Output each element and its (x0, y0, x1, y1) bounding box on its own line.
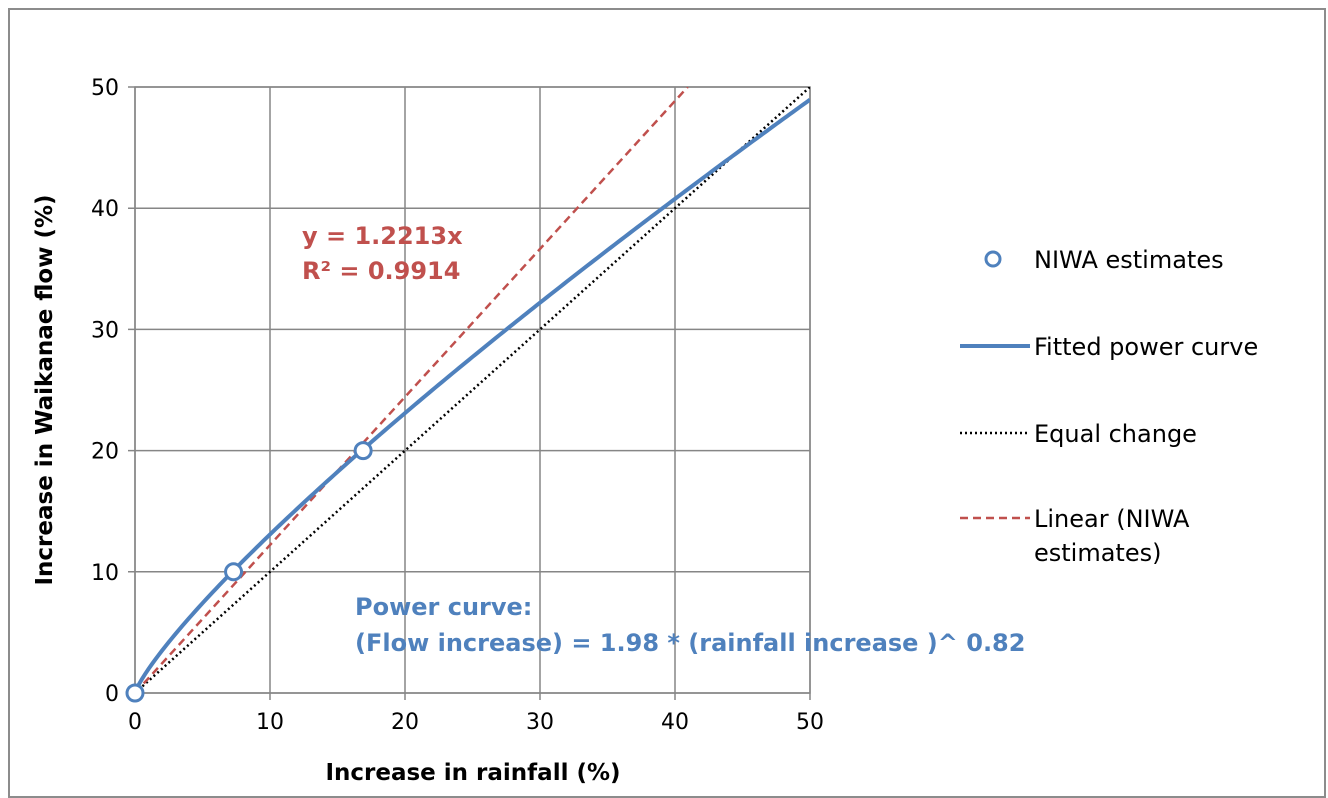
y-tick-label: 0 (105, 682, 119, 707)
y-axis-title: Increase in Waikanae flow (%) (32, 194, 58, 585)
niwa-estimate-point (353, 441, 373, 461)
y-tick-label: 40 (91, 197, 119, 222)
power-curve-equation: (Flow increase) = 1.98 * (rainfall incre… (355, 629, 1025, 657)
equal-change-line (135, 87, 810, 693)
grid (128, 86, 811, 700)
x-tick-label: 50 (796, 710, 824, 735)
x-tick-label: 10 (256, 710, 284, 735)
power-curve-title: Power curve: (355, 593, 532, 621)
tick-labels: 0 10 20 30 40 50 0 10 20 30 40 50 (91, 76, 824, 735)
y-tick-label: 20 (91, 440, 119, 465)
y-tick-label: 10 (91, 561, 119, 586)
legend-label-equal: Equal change (1034, 420, 1197, 448)
x-axis-title: Increase in rainfall (%) (325, 760, 620, 785)
y-tick-label: 30 (91, 318, 119, 343)
legend-label-power: Fitted power curve (1034, 333, 1258, 361)
legend-label-niwa: NIWA estimates (1034, 246, 1224, 274)
chart-frame (8, 8, 1326, 798)
x-tick-label: 0 (128, 710, 142, 735)
legend: NIWA estimates Fitted power curve Equal … (960, 246, 1258, 567)
plot-series (125, 87, 810, 703)
legend-label-linear-line1: Linear (NIWA (1034, 505, 1190, 533)
y-tick-label: 50 (91, 76, 119, 101)
legend-marker-niwa (984, 250, 1002, 268)
x-tick-label: 30 (526, 710, 554, 735)
x-tick-label: 40 (661, 710, 689, 735)
linear-equation-label: y = 1.2213x (302, 222, 463, 250)
niwa-estimate-point (125, 683, 145, 703)
legend-label-linear-line2: estimates) (1034, 539, 1161, 567)
niwa-estimate-point (224, 562, 244, 582)
linear-r2-label: R² = 0.9914 (302, 257, 460, 285)
power-curve-line (135, 98, 810, 693)
x-tick-label: 20 (391, 710, 419, 735)
linear-trend-line (135, 87, 689, 693)
